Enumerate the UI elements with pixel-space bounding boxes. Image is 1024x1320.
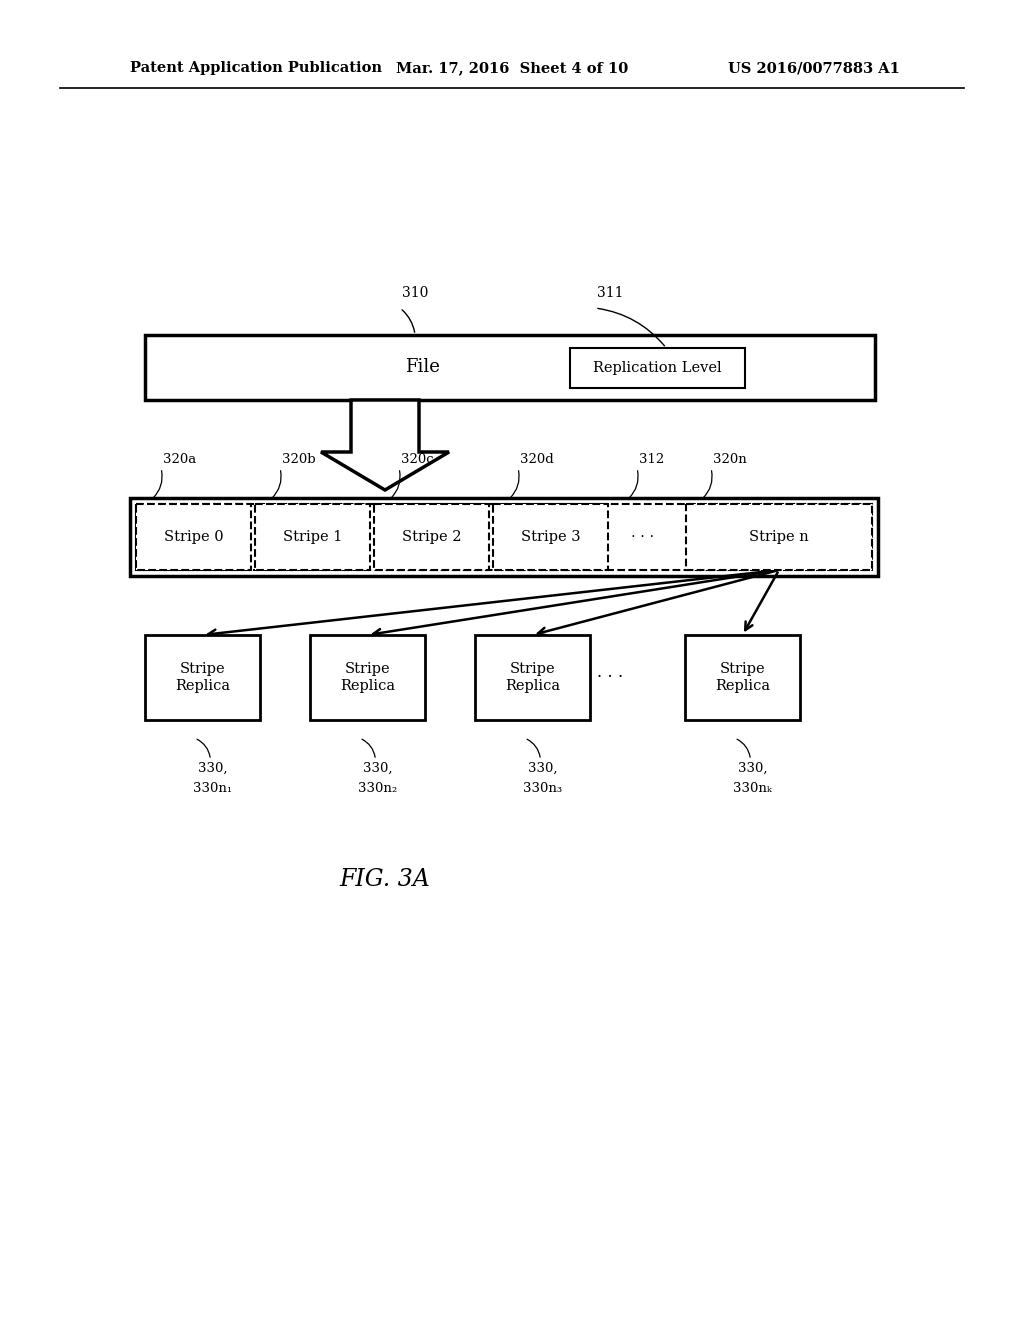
Text: 310: 310 [402, 286, 428, 300]
Bar [374, 504, 489, 570]
Text: Mar. 17, 2016  Sheet 4 of 10: Mar. 17, 2016 Sheet 4 of 10 [396, 61, 628, 75]
Bar [145, 635, 260, 719]
Text: 320a: 320a [163, 453, 197, 466]
Text: 320c: 320c [401, 453, 433, 466]
Bar [255, 504, 370, 570]
Bar [686, 504, 872, 570]
Text: 320b: 320b [282, 453, 315, 466]
Text: 330,: 330, [198, 762, 227, 775]
Text: Patent Application Publication: Patent Application Publication [130, 61, 382, 75]
Bar [136, 504, 872, 570]
Text: 330nₖ: 330nₖ [733, 781, 772, 795]
Text: 330n₂: 330n₂ [357, 781, 397, 795]
Text: File: File [404, 359, 440, 376]
Text: 330,: 330, [527, 762, 557, 775]
Text: Stripe n: Stripe n [750, 531, 809, 544]
Text: 330n₁: 330n₁ [193, 781, 232, 795]
Bar [493, 504, 608, 570]
Bar [685, 635, 800, 719]
Bar [145, 335, 874, 400]
Text: · · ·: · · · [632, 531, 654, 544]
Bar [136, 504, 251, 570]
Text: Stripe
Replica: Stripe Replica [505, 663, 560, 693]
Text: 320d: 320d [520, 453, 554, 466]
Text: 311: 311 [597, 286, 624, 300]
Text: Stripe 3: Stripe 3 [520, 531, 581, 544]
Text: Stripe 2: Stripe 2 [401, 531, 461, 544]
Text: US 2016/0077883 A1: US 2016/0077883 A1 [728, 61, 900, 75]
Text: 330n₃: 330n₃ [523, 781, 562, 795]
Bar [130, 498, 878, 576]
Text: 330,: 330, [737, 762, 767, 775]
Bar [475, 635, 590, 719]
Bar [570, 348, 745, 388]
Text: Stripe
Replica: Stripe Replica [175, 663, 230, 693]
Text: FIG. 3A: FIG. 3A [340, 869, 430, 891]
Text: 312: 312 [639, 453, 665, 466]
Text: 330,: 330, [362, 762, 392, 775]
Text: Stripe 0: Stripe 0 [164, 531, 223, 544]
Text: 320n: 320n [713, 453, 746, 466]
Text: Stripe 1: Stripe 1 [283, 531, 342, 544]
Polygon shape [321, 400, 449, 490]
Bar [310, 635, 425, 719]
Text: · · ·: · · · [597, 668, 624, 685]
Text: Stripe
Replica: Stripe Replica [340, 663, 395, 693]
Text: Replication Level: Replication Level [593, 360, 722, 375]
Text: Stripe
Replica: Stripe Replica [715, 663, 770, 693]
